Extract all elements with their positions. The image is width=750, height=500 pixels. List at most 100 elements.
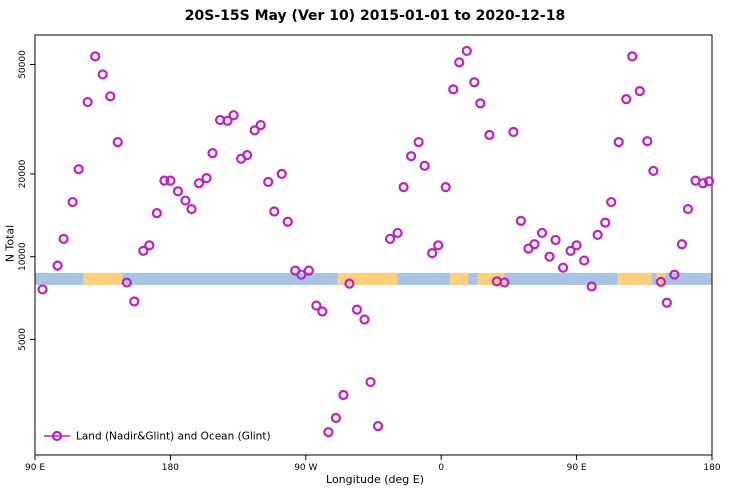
data-point	[406, 151, 417, 162]
data-point	[73, 164, 84, 175]
data-point	[600, 217, 611, 228]
data-point	[613, 137, 624, 148]
data-point	[37, 284, 48, 295]
data-point	[67, 196, 78, 208]
data-point	[90, 51, 101, 62]
data-point	[249, 125, 260, 136]
data-point	[359, 314, 370, 325]
data-point	[207, 148, 218, 159]
data-point	[508, 126, 519, 138]
data-point	[621, 94, 632, 105]
data-point	[222, 115, 233, 126]
data-point	[461, 45, 472, 57]
data-point	[311, 300, 322, 311]
data-point	[703, 176, 715, 187]
y-tick-label: 10000	[18, 242, 28, 271]
chart-title: 20S-15S May (Ver 10) 2015-01-01 to 2020-…	[184, 8, 566, 24]
data-point	[419, 160, 430, 171]
data-point	[151, 208, 162, 219]
land-band-segment	[83, 272, 123, 285]
land-band-segment	[450, 272, 469, 285]
data-point	[413, 137, 424, 148]
data-point	[669, 269, 680, 280]
data-point	[186, 203, 197, 215]
data-point	[172, 186, 184, 197]
data-point	[323, 427, 334, 438]
x-tick-label: 90 E	[567, 463, 587, 473]
x-tick-label: 90 W	[294, 463, 317, 473]
data-point	[469, 77, 480, 88]
data-point	[344, 278, 355, 289]
data-point	[682, 203, 694, 215]
data-point	[606, 196, 617, 208]
data-point	[365, 376, 376, 388]
x-tick-label: 0	[438, 463, 444, 473]
data-point	[112, 137, 123, 148]
data-point	[52, 260, 63, 271]
data-point	[82, 96, 93, 108]
data-point	[263, 176, 274, 188]
x-axis-label: Longitude (deg E)	[326, 473, 424, 486]
data-point	[592, 229, 603, 241]
x-tick-label: 90 E	[25, 463, 45, 473]
y-tick-label: 5000	[18, 328, 28, 351]
data-point	[138, 245, 149, 256]
data-point	[303, 265, 314, 276]
data-point	[627, 51, 638, 62]
data-point	[296, 269, 307, 280]
x-tick-label: 180	[162, 463, 179, 473]
data-point	[255, 119, 266, 131]
data-point	[338, 389, 349, 401]
data-point	[676, 239, 688, 250]
data-point	[372, 421, 384, 432]
data-point	[454, 57, 465, 68]
data-point	[557, 262, 569, 273]
land-band-segment	[477, 272, 505, 285]
data-point	[228, 110, 239, 121]
data-point	[242, 150, 253, 161]
data-point	[201, 173, 212, 184]
data-point	[697, 178, 709, 189]
data-point	[565, 245, 576, 256]
data-point	[121, 277, 132, 288]
data-point	[144, 240, 155, 251]
data-point	[129, 296, 140, 307]
data-point	[586, 281, 597, 292]
data-point	[475, 98, 486, 109]
data-point	[384, 233, 396, 245]
data-point	[97, 69, 108, 80]
data-point	[180, 195, 191, 206]
data-point	[648, 165, 659, 177]
data-point	[634, 86, 645, 97]
data-point	[655, 276, 666, 287]
data-point	[484, 129, 495, 141]
data-point	[269, 206, 280, 217]
land-band-segment	[617, 272, 652, 285]
data-point	[193, 178, 205, 189]
x-tick-label: 180	[703, 463, 720, 473]
legend-label: Land (Nadir&Glint) and Ocean (Glint)	[76, 431, 271, 443]
data-point	[642, 136, 653, 147]
data-point	[499, 277, 510, 288]
y-tick-label: 20000	[18, 159, 28, 188]
data-point	[579, 255, 590, 266]
data-point	[317, 306, 328, 317]
data-point	[105, 91, 116, 102]
data-point	[550, 234, 561, 246]
data-point	[351, 304, 363, 315]
data-point	[440, 182, 451, 193]
data-point	[536, 227, 548, 239]
plot-border	[34, 34, 713, 456]
data-point	[330, 412, 341, 424]
data-point	[398, 182, 409, 193]
data-point	[529, 239, 540, 250]
data-point	[427, 248, 438, 259]
data-point	[392, 227, 403, 239]
data-point	[58, 233, 69, 245]
data-point	[276, 168, 287, 180]
data-point	[661, 297, 672, 308]
data-point	[571, 240, 582, 251]
data-point	[448, 84, 459, 95]
